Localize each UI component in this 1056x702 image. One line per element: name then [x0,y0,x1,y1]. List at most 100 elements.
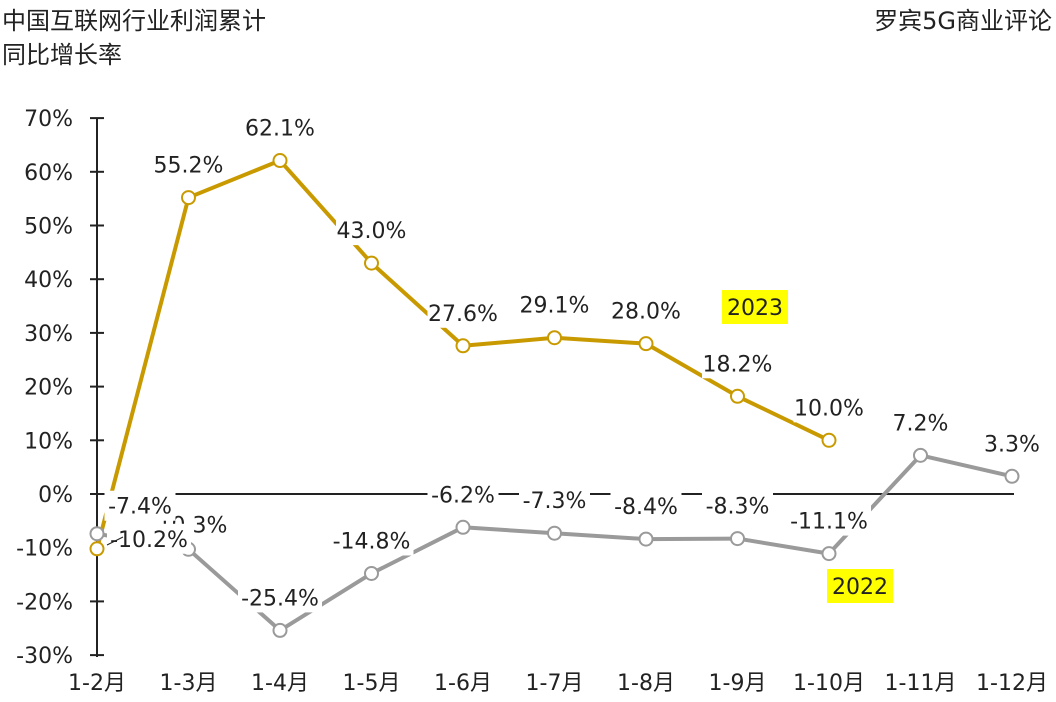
data-point-2022 [547,525,562,541]
y-tick-label: -10% [16,537,73,562]
data-label-text: -25.4% [241,586,319,611]
data-point-2023 [455,338,471,354]
data-label-2023: 18.2% [702,348,773,379]
x-tick-label: 1-12月 [976,671,1048,696]
data-label-text: -8.3% [706,495,770,520]
data-point-2023 [272,153,288,169]
y-tick-label: 30% [24,322,73,347]
data-label-bg [702,490,773,521]
data-label-text: 7.2% [893,411,949,436]
data-label-text: -10.2% [110,528,188,553]
data-point-2022 [364,565,379,581]
data-point-2022 [638,531,654,547]
data-label-bg [891,407,950,438]
data-label-2022: -14.8% [329,525,414,556]
data-label-2022: 7.2% [891,407,950,438]
data-label-bg [153,149,224,180]
data-label-bg [702,348,773,379]
data-label-text: -6.2% [431,483,495,508]
data-label-bg [793,392,865,423]
y-tick-label: 40% [24,268,73,293]
data-point-2023 [730,388,745,404]
x-tick-label: 1-11月 [885,671,957,696]
data-point-2023 [181,190,196,206]
data-label-text: 43.0% [337,219,407,244]
y-tick-label: 50% [24,215,73,240]
data-label-bg [519,485,590,516]
data-label-text: -7.3% [523,489,587,514]
data-label-bg [519,289,590,320]
data-label-bg [244,112,316,143]
data-label-text: 29.1% [520,294,590,319]
chart-title: 中国互联网行业利润累计 同比增长率 [2,4,266,72]
y-tick-label: 60% [24,161,73,186]
data-label-text: -14.8% [333,529,411,554]
source-label: 罗宾5G商业评论 [874,7,1052,35]
data-point-2022 [272,622,288,638]
data-point-2022 [821,546,837,562]
data-label-text: 55.2% [154,154,224,179]
y-tick-label: 0% [38,483,73,508]
legend-badge-bg [722,290,788,324]
data-label-2023: 62.1% [244,112,316,143]
legend-badge-2022: 2022 [827,569,893,603]
data-label-bg [238,582,322,613]
data-point-2023 [821,432,837,448]
y-tick-label: 10% [24,429,73,454]
data-label-2022: -25.4% [238,582,322,613]
data-label-2022: -11.1% [787,505,871,536]
data-label-2022: -7.3% [519,485,590,516]
data-label-bg [336,215,407,246]
x-tick-label: 1-6月 [434,671,492,696]
y-tick-label: -20% [16,590,73,615]
data-label-2023: -10.2% [107,523,191,554]
data-label-bg [610,491,682,522]
leader-line [106,536,124,546]
data-label-bg [983,428,1041,459]
data-point-2023 [547,330,562,346]
data-label-2023: 28.0% [610,295,682,326]
data-label-text: 10.0% [794,396,864,421]
data-point-2022 [913,447,928,463]
y-tick-label: 20% [24,376,73,401]
data-label-bg [427,479,499,510]
data-point-2022 [730,531,745,547]
data-point-2022 [455,519,471,535]
series-line-2022 [96,453,1013,633]
data-label-2023: 55.2% [153,149,224,180]
data-label-2022: -8.3% [702,490,773,521]
data-label-text: 62.1% [245,117,315,142]
x-tick-label: 1-3月 [160,671,218,696]
legend-badge-bg [827,569,893,603]
data-label-2023: 29.1% [519,289,590,320]
y-tick-label: -30% [16,644,73,669]
data-label-bg [610,295,682,326]
data-label-2022: -6.2% [427,479,499,510]
title-line-1: 中国互联网行业利润累计 [2,7,266,35]
data-label-2023: 43.0% [336,215,407,246]
x-tick-label: 1-4月 [251,671,309,696]
x-tick-label: 1-2月 [68,671,126,696]
data-label-bg [107,523,191,554]
data-label-bg [329,525,414,556]
data-label-text: 28.0% [611,300,681,325]
data-label-text: 18.2% [703,352,773,377]
data-point-2022 [89,526,105,542]
x-tick-label: 1-10月 [793,671,865,696]
legend-badge-2023: 2023 [722,290,788,324]
legend-badge-text: 2023 [727,296,783,321]
data-label-2023: 27.6% [427,297,499,328]
data-point-2023 [364,255,379,271]
data-label-text: -11.1% [790,510,868,535]
data-label-text: 27.6% [428,302,498,327]
data-label-2022: 3.3% [983,428,1041,459]
data-label-text: -7.4% [108,495,172,520]
data-label-bg [104,490,176,521]
data-point-2023 [89,541,105,557]
data-label-bg [427,297,499,328]
x-tick-label: 1-8月 [617,671,675,696]
data-label-text: 3.3% [984,432,1040,457]
data-label-2022: -7.4% [104,490,176,521]
x-tick-label: 1-7月 [526,671,584,696]
